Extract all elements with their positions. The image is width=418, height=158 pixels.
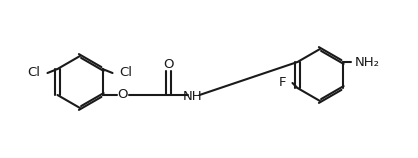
- Text: NH: NH: [183, 91, 202, 103]
- Text: O: O: [117, 88, 128, 101]
- Text: Cl: Cl: [28, 67, 41, 79]
- Text: Cl: Cl: [120, 67, 133, 79]
- Text: F: F: [279, 76, 286, 89]
- Text: NH₂: NH₂: [354, 55, 380, 69]
- Text: O: O: [163, 58, 174, 70]
